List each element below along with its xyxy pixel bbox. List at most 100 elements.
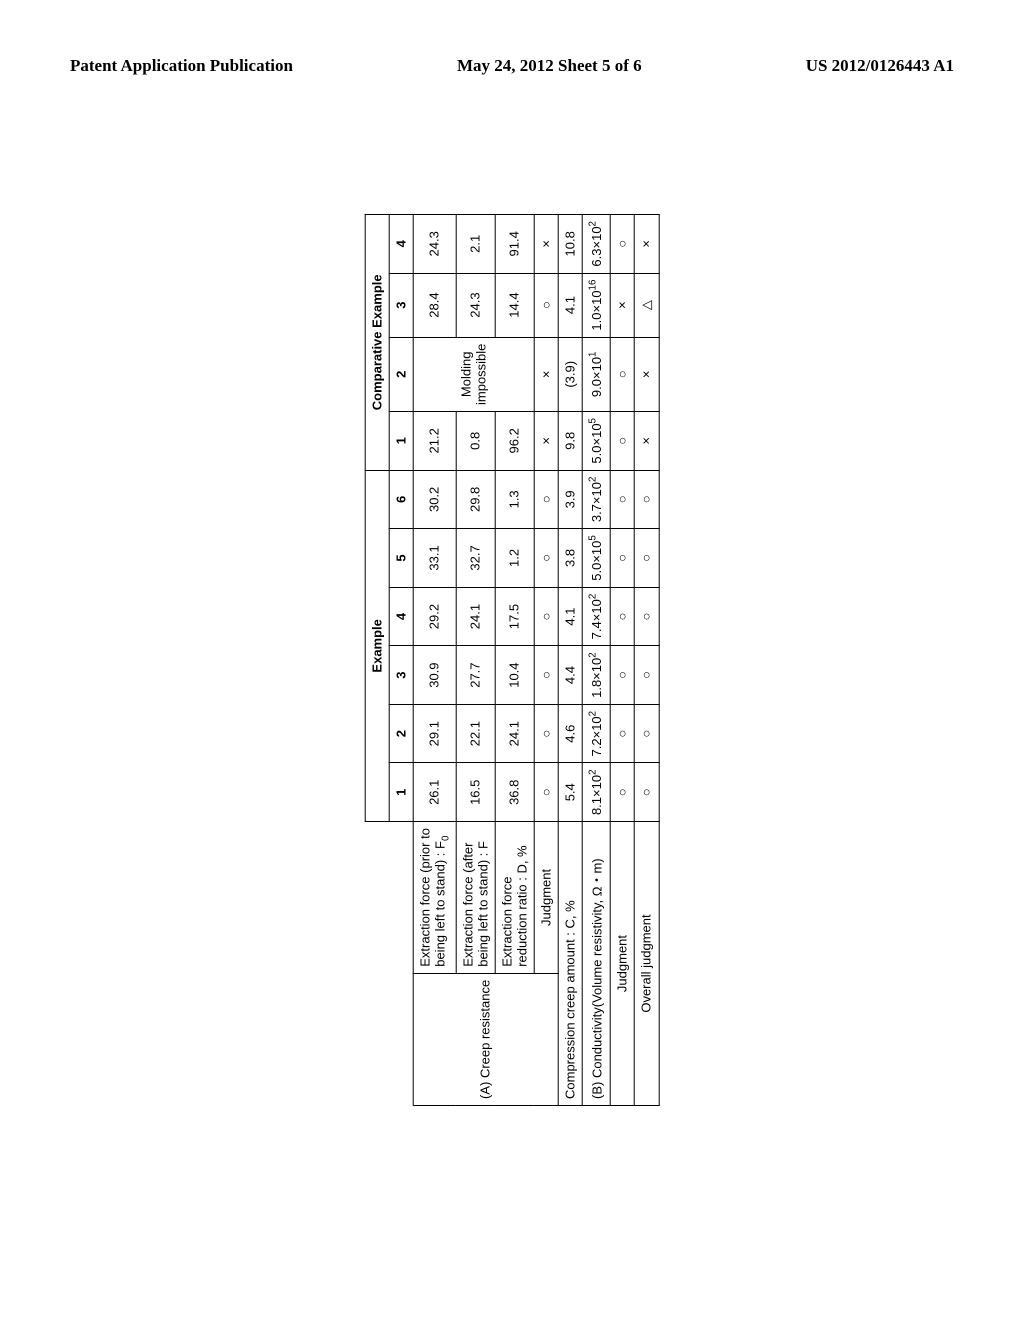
- cell: ×: [534, 337, 558, 411]
- cell: 96.2: [495, 412, 534, 471]
- d-label: Extraction force reduction ratio : D, %: [495, 822, 534, 974]
- compression-label: Compression creep amount : C, %: [558, 822, 582, 1106]
- cell: 3.8: [558, 529, 582, 588]
- cell: 32.7: [456, 529, 495, 588]
- cell: 29.1: [413, 704, 456, 763]
- cell: 21.2: [413, 412, 456, 471]
- cell: 24.3: [413, 215, 456, 274]
- col-num: 2: [389, 704, 413, 763]
- cell: 30.2: [413, 470, 456, 529]
- cell: 3.9: [558, 470, 582, 529]
- table-row: Overall judgment ○ ○ ○ ○ ○ ○ × × △ ×: [634, 215, 659, 1106]
- col-num: 3: [389, 273, 413, 337]
- cell: 24.1: [456, 587, 495, 646]
- cell: 1.3: [495, 470, 534, 529]
- col-num: 1: [389, 763, 413, 822]
- molding-l2: impossible: [474, 344, 489, 405]
- header-left: Patent Application Publication: [70, 56, 293, 76]
- cell: 5.0×105: [582, 412, 610, 471]
- cell: 1.8×102: [582, 646, 610, 705]
- cell: ○: [634, 646, 659, 705]
- f0-label-l2: being left to stand) : F: [433, 841, 448, 967]
- cell: 24.3: [456, 273, 495, 337]
- cell: 28.4: [413, 273, 456, 337]
- col-num: 1: [389, 412, 413, 471]
- cell: ○: [534, 587, 558, 646]
- table-row: Example Comparative Example: [365, 215, 389, 1106]
- cell: 14.4: [495, 273, 534, 337]
- example-group-header: Example: [365, 470, 389, 821]
- table-row: Judgment ○ ○ ○ ○ ○ ○ × × ○ ×: [534, 215, 558, 1106]
- conductivity-label: (B) Conductivity(Volume resistivity, Ω・m…: [582, 822, 610, 1106]
- cell: 30.9: [413, 646, 456, 705]
- cell: 29.2: [413, 587, 456, 646]
- cell: ○: [534, 646, 558, 705]
- cell: 22.1: [456, 704, 495, 763]
- cell: 16.5: [456, 763, 495, 822]
- cell: 1.0×1016: [582, 273, 610, 337]
- molding-l1: Molding: [459, 352, 474, 398]
- f-label-l1: Extraction force (after: [460, 842, 475, 966]
- cell: 1.2: [495, 529, 534, 588]
- cell: △: [634, 273, 659, 337]
- cell: 6.3×102: [582, 215, 610, 274]
- f0-label-l1: Extraction force (prior to: [418, 828, 433, 967]
- cell: ×: [534, 215, 558, 274]
- col-num: 4: [389, 587, 413, 646]
- molding-impossible-cell: Molding impossible: [413, 337, 534, 411]
- cell: ○: [610, 646, 634, 705]
- creep-group-label: (A) Creep resistance: [413, 973, 558, 1105]
- cell: 3.7×102: [582, 470, 610, 529]
- cell: 4.6: [558, 704, 582, 763]
- cell: (3.9): [558, 337, 582, 411]
- cell: ○: [534, 763, 558, 822]
- cell: 26.1: [413, 763, 456, 822]
- cell: ×: [634, 412, 659, 471]
- cell: ○: [610, 529, 634, 588]
- cell: 2.1: [456, 215, 495, 274]
- col-num: 2: [389, 337, 413, 411]
- col-num: 3: [389, 646, 413, 705]
- header-center: May 24, 2012 Sheet 5 of 6: [457, 56, 642, 76]
- cell: 5.0×105: [582, 529, 610, 588]
- cell: ○: [610, 587, 634, 646]
- col-num: 6: [389, 470, 413, 529]
- d-label-l1: Extraction force: [499, 876, 514, 966]
- cell: 10.8: [558, 215, 582, 274]
- corner-blank: [365, 822, 413, 1106]
- cell: 9.8: [558, 412, 582, 471]
- cell: 8.1×102: [582, 763, 610, 822]
- col-num: 4: [389, 215, 413, 274]
- page-header: Patent Application Publication May 24, 2…: [0, 56, 1024, 76]
- cell: 7.4×102: [582, 587, 610, 646]
- table-row: Compression creep amount : C, % 5.4 4.6 …: [558, 215, 582, 1106]
- cell: 36.8: [495, 763, 534, 822]
- cell: ○: [634, 763, 659, 822]
- cell: ×: [634, 215, 659, 274]
- header-right: US 2012/0126443 A1: [806, 56, 954, 76]
- cell: ○: [634, 470, 659, 529]
- f-label: Extraction force (after being left to st…: [456, 822, 495, 974]
- cell: 7.2×102: [582, 704, 610, 763]
- cell: ○: [610, 215, 634, 274]
- cell: ○: [634, 587, 659, 646]
- comparative-group-header: Comparative Example: [365, 215, 389, 471]
- cell: 24.1: [495, 704, 534, 763]
- cell: 33.1: [413, 529, 456, 588]
- col-num: 5: [389, 529, 413, 588]
- f0-sub: 0: [440, 836, 451, 841]
- cell: ×: [634, 337, 659, 411]
- cell: 4.1: [558, 273, 582, 337]
- cell: 91.4: [495, 215, 534, 274]
- f0-label: Extraction force (prior to being left to…: [413, 822, 456, 974]
- table-row: (A) Creep resistance Extraction force (p…: [413, 215, 456, 1106]
- judgment2-label: Judgment: [610, 822, 634, 1106]
- cell: ×: [610, 273, 634, 337]
- judgment-label: Judgment: [534, 822, 558, 974]
- cell: 4.1: [558, 587, 582, 646]
- cell: ○: [610, 704, 634, 763]
- cell: ○: [534, 704, 558, 763]
- cell: 17.5: [495, 587, 534, 646]
- cell: ○: [534, 273, 558, 337]
- cell: 27.7: [456, 646, 495, 705]
